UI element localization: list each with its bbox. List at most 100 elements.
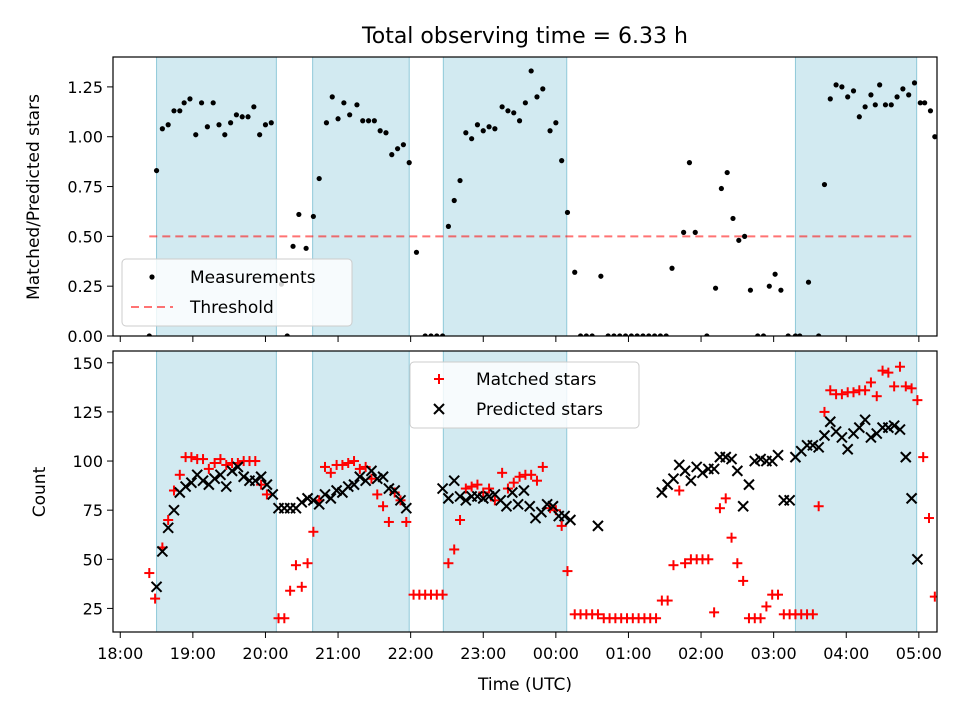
predicted-star-marker bbox=[220, 480, 232, 493]
measurement-point bbox=[559, 158, 565, 164]
x-stroke-b bbox=[460, 494, 472, 507]
x-stroke-b bbox=[783, 494, 796, 507]
x-stroke-b bbox=[383, 482, 395, 495]
predicted-star-marker bbox=[168, 504, 180, 516]
measurement-point bbox=[845, 94, 851, 100]
matched-star-marker bbox=[401, 516, 412, 527]
matched-star-marker bbox=[209, 458, 220, 469]
measurement-point bbox=[153, 167, 160, 174]
measurement-point bbox=[797, 333, 803, 336]
predicted-star-marker bbox=[179, 480, 192, 493]
x-stroke-b bbox=[812, 441, 825, 453]
x-stroke-b bbox=[261, 478, 273, 491]
matched-star-marker bbox=[437, 589, 448, 600]
y-tick-label: 25 bbox=[83, 599, 103, 618]
x-stroke-b bbox=[905, 492, 918, 505]
x-stroke-b bbox=[894, 423, 906, 436]
measurement-point bbox=[296, 211, 302, 218]
measurement-point bbox=[323, 120, 330, 126]
matched-star-marker bbox=[186, 452, 197, 463]
x-stroke-b bbox=[191, 469, 203, 481]
predicted-star-marker bbox=[237, 471, 250, 483]
matched-star-marker bbox=[562, 566, 573, 577]
predicted-star-marker bbox=[535, 506, 548, 518]
predicted-star-marker bbox=[400, 502, 413, 514]
predicted-star-marker bbox=[853, 421, 866, 434]
measurement-point bbox=[900, 86, 906, 92]
predicted-star-marker bbox=[547, 500, 559, 512]
predicted-star-marker bbox=[888, 419, 900, 432]
x-tick-label: 02:00 bbox=[678, 644, 724, 663]
x-stroke-b bbox=[313, 498, 325, 510]
predicted-star-marker bbox=[512, 498, 524, 510]
measurement-point bbox=[792, 333, 799, 336]
measurement-point bbox=[428, 333, 434, 336]
legend-box bbox=[121, 258, 353, 327]
matched-star-marker bbox=[674, 485, 685, 496]
y-tick-label: 1.00 bbox=[67, 128, 103, 147]
x-tick-label: 21:00 bbox=[315, 644, 361, 663]
predicted-star-marker bbox=[325, 492, 337, 505]
measurement-point bbox=[911, 80, 918, 86]
matched-star-marker bbox=[662, 595, 673, 606]
legend-box bbox=[409, 361, 640, 429]
matched-star-marker bbox=[360, 461, 371, 472]
measurement-point bbox=[181, 100, 187, 106]
matched-star-marker bbox=[349, 456, 360, 467]
measurement-point bbox=[850, 88, 857, 94]
measurement-point bbox=[290, 243, 296, 249]
measurement-point bbox=[165, 122, 171, 128]
matched-star-marker bbox=[836, 389, 847, 400]
bottom-panel-star-counts: 25 50 75 100 125 150 18:00 19:00 20:00 21:00 22:00… bbox=[72, 350, 942, 663]
predicted-star-marker bbox=[442, 492, 455, 505]
measurement-point bbox=[622, 333, 629, 336]
x-stroke-b bbox=[162, 522, 174, 534]
predicted-star-marker bbox=[313, 498, 325, 510]
matched-star-marker bbox=[755, 613, 766, 624]
x-tick-label: 19:00 bbox=[170, 644, 216, 663]
predicted-star-marker bbox=[267, 488, 279, 501]
x-stroke-b bbox=[394, 494, 407, 507]
x-stroke-b bbox=[433, 403, 445, 415]
matched-star-marker bbox=[526, 469, 537, 480]
measurement-point bbox=[469, 136, 475, 142]
measurement-point bbox=[742, 233, 748, 239]
predicted-star-marker bbox=[731, 465, 744, 477]
x-stroke-b bbox=[237, 471, 250, 483]
x-stroke-b bbox=[558, 510, 571, 522]
measurement-point bbox=[451, 197, 457, 204]
matched-star-marker bbox=[889, 381, 900, 392]
matched-star-marker bbox=[290, 560, 301, 571]
x-stroke-b bbox=[900, 451, 912, 463]
measurement-point bbox=[303, 245, 309, 251]
measurement-point bbox=[233, 112, 240, 118]
matched-star-marker bbox=[508, 477, 519, 488]
matched-star-marker bbox=[703, 554, 714, 565]
measurement-point bbox=[159, 126, 165, 132]
legend-matched-label: Matched stars bbox=[476, 370, 596, 390]
measurement-point bbox=[516, 118, 523, 124]
predicted-star-marker bbox=[905, 492, 918, 505]
x-tick-label: 20:00 bbox=[242, 644, 288, 663]
predicted-star-marker bbox=[685, 474, 697, 487]
predicted-star-marker bbox=[656, 486, 668, 499]
measurement-point bbox=[640, 333, 646, 336]
predicted-star-marker bbox=[558, 510, 571, 522]
predicted-star-marker bbox=[859, 414, 871, 426]
matched-star-marker bbox=[906, 383, 917, 394]
measurement-point bbox=[480, 128, 486, 134]
measurement-point bbox=[360, 118, 366, 124]
matched-star-marker bbox=[203, 463, 214, 474]
predicted-star-marker bbox=[377, 471, 389, 483]
x-stroke-b bbox=[500, 500, 513, 512]
predicted-star-marker bbox=[433, 403, 445, 415]
predicted-star-marker bbox=[255, 471, 267, 483]
x-tick-label: 05:00 bbox=[896, 644, 942, 663]
measurement-point bbox=[718, 185, 724, 192]
axes-frame bbox=[112, 350, 938, 633]
measurement-point bbox=[657, 333, 663, 336]
measurement-point bbox=[383, 130, 389, 136]
x-stroke-b bbox=[208, 473, 221, 485]
predicted-star-marker bbox=[162, 522, 174, 534]
measurement-point bbox=[927, 108, 934, 114]
